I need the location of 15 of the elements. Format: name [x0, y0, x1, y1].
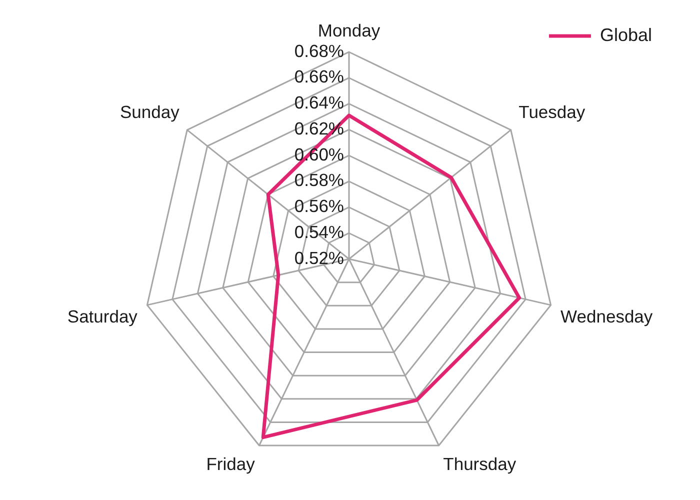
y-tick-label: 0.56%: [294, 196, 344, 216]
spoke-label: Thursday: [443, 454, 516, 474]
y-tick-label: 0.54%: [294, 222, 344, 242]
spoke-label: Sunday: [120, 102, 180, 122]
spoke-label: Wednesday: [560, 306, 653, 327]
spoke-label: Friday: [206, 454, 256, 474]
y-tick-label: 0.52%: [294, 248, 344, 268]
spoke-label: Saturday: [67, 306, 138, 327]
y-tick-label: 0.58%: [294, 170, 344, 190]
y-tick-label: 0.66%: [294, 66, 344, 87]
spoke-label: Tuesday: [518, 102, 586, 122]
legend-label: Global: [600, 24, 652, 45]
y-tick-label: 0.64%: [294, 92, 344, 113]
y-tick-label: 0.68%: [294, 40, 344, 61]
spoke-label: Monday: [318, 20, 380, 40]
